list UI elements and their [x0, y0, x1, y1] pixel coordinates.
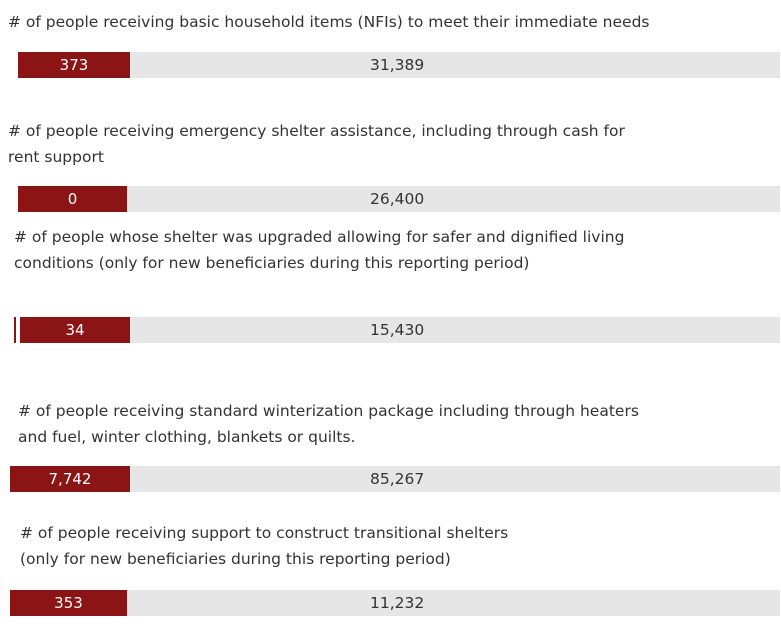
indicator-label: # of people receiving emergency shelter … — [8, 122, 625, 140]
progress-tick — [14, 317, 16, 343]
indicator-label: (only for new beneficiaries during this … — [20, 550, 451, 568]
indicator-label: # of people receiving support to constru… — [20, 524, 509, 542]
target-bar — [18, 186, 780, 212]
achieved-box: 34 — [20, 317, 130, 343]
target-value: 11,232 — [370, 594, 425, 612]
target-value: 15,430 — [370, 321, 425, 339]
achieved-box: 373 — [18, 52, 130, 78]
target-value: 85,267 — [370, 470, 425, 488]
indicator-label: rent support — [8, 148, 104, 166]
achieved-box: 353 — [10, 590, 127, 616]
target-value: 26,400 — [370, 190, 425, 208]
target-value: 31,389 — [370, 56, 425, 74]
achieved-box: 0 — [18, 186, 127, 212]
target-bar — [18, 52, 780, 78]
target-bar — [10, 590, 780, 616]
indicator-label: # of people receiving standard winteriza… — [18, 402, 639, 420]
indicator-label: # of people whose shelter was upgraded a… — [14, 228, 625, 246]
target-bar — [20, 317, 780, 343]
target-bar — [10, 466, 780, 492]
indicator-label: conditions (only for new beneficiaries d… — [14, 254, 530, 272]
achieved-box: 7,742 — [10, 466, 130, 492]
indicator-label: # of people receiving basic household it… — [8, 13, 650, 31]
indicator-label: and fuel, winter clothing, blankets or q… — [18, 428, 356, 446]
